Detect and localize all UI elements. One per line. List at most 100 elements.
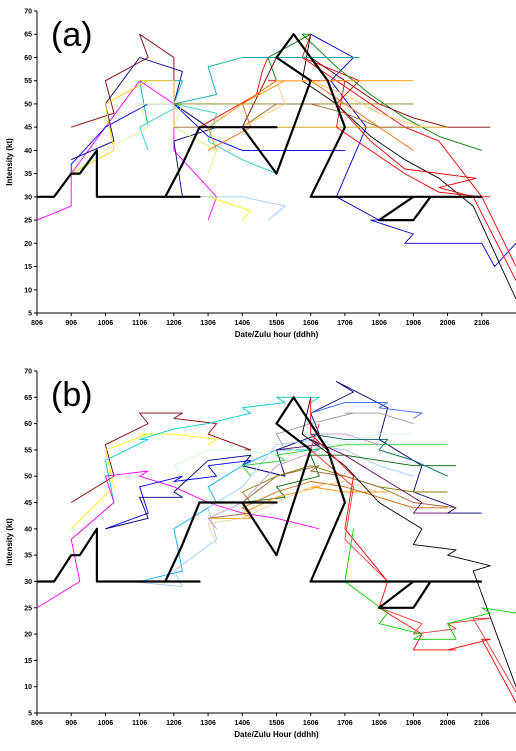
forecast-line-b — [207, 481, 380, 545]
y-tick-label-b: 40 — [24, 526, 32, 533]
x-tick-label-a: 1606 — [303, 320, 319, 327]
forecast-line-b — [310, 402, 423, 419]
panel-label-a: (a) — [51, 16, 93, 54]
x-tick-label-b: 1406 — [234, 720, 250, 727]
forecast-line-b — [36, 470, 320, 609]
x-tick-label-a: 1406 — [234, 320, 250, 327]
x-tick-label-a: 1106 — [132, 320, 147, 327]
y-tick-label-b: 10 — [24, 684, 32, 691]
forecast-line-b — [207, 433, 380, 530]
y-tick-label-b: 60 — [24, 421, 32, 428]
y-tick-label-a: 65 — [24, 32, 32, 39]
x-tick-label-a: 1906 — [406, 320, 422, 327]
y-tick-label-b: 5 — [28, 711, 32, 718]
y-tick-label-a: 45 — [24, 125, 32, 132]
forecast-line-a — [131, 196, 252, 221]
forecast-line-b — [276, 412, 414, 451]
y-tick-label-a: 60 — [24, 55, 32, 62]
forecast-line-b — [344, 528, 516, 640]
x-tick-label-b: 1906 — [406, 720, 422, 727]
y-tick-label-a: 35 — [24, 171, 32, 178]
x-tick-label-a: 2006 — [440, 320, 456, 327]
y-tick-label-b: 15 — [24, 658, 32, 665]
x-tick-label-a: 1006 — [98, 320, 114, 327]
y-axis-label-b: Intensity (kt) — [5, 518, 14, 566]
x-tick-label-b: 2006 — [440, 720, 456, 727]
best-track-line-a — [37, 33, 482, 222]
y-tick-label-b: 35 — [24, 553, 32, 560]
x-tick-label-a: 1806 — [371, 320, 387, 327]
forecast-line-a — [301, 34, 516, 281]
forecast-line-a — [207, 80, 414, 151]
forecast-line-a — [131, 126, 277, 198]
forecast-line-b — [310, 397, 516, 703]
y-tick-label-a: 15 — [24, 264, 32, 271]
x-tick-label-a: 1306 — [200, 320, 216, 327]
x-tick-label-b: 2106 — [474, 720, 490, 727]
y-tick-label-b: 70 — [24, 369, 32, 376]
y-tick-label-a: 30 — [24, 194, 32, 201]
y-tick-label-b: 30 — [24, 579, 32, 586]
x-tick-label-b: 1706 — [337, 720, 353, 727]
forecast-line-b — [131, 438, 414, 588]
x-tick-label-b: 1006 — [98, 720, 114, 727]
forecast-line-b — [105, 381, 482, 530]
x-axis-label-b: Date/Zulu Hour (ddhh) — [234, 730, 319, 739]
forecast-line-b — [70, 396, 320, 540]
y-axis-label-a: Intensity (kt) — [5, 138, 14, 186]
forecast-line-a — [139, 103, 277, 175]
x-axis-label-a: Date/Zulu hour (ddhh) — [235, 330, 319, 339]
forecast-line-a — [267, 80, 491, 198]
x-tick-label-b: 1106 — [132, 720, 147, 727]
y-tick-label-a: 10 — [24, 287, 32, 294]
y-tick-label-a: 20 — [24, 241, 32, 248]
forecast-line-a — [310, 33, 516, 267]
forecast-line-b — [70, 412, 252, 503]
forecast-line-b — [105, 459, 286, 530]
forecast-line-a — [267, 33, 482, 151]
chart-panel-a: (a) Intensity (kt) Date/Zulu hour (ddhh)… — [5, 9, 516, 339]
forecast-line-a — [70, 103, 218, 174]
y-tick-label-a: 70 — [24, 9, 32, 16]
x-tick-label-b: 1806 — [371, 720, 387, 727]
forecast-line-b — [173, 433, 414, 477]
x-tick-label-a: 1506 — [269, 320, 285, 327]
y-tick-label-a: 25 — [24, 218, 32, 225]
forecast-line-b — [310, 433, 448, 477]
y-tick-label-a: 55 — [24, 78, 32, 85]
x-tick-label-b: 906 — [65, 720, 77, 727]
forecast-line-a — [207, 80, 414, 151]
x-tick-label-a: 1706 — [337, 320, 353, 327]
forecast-line-b — [70, 433, 218, 530]
y-tick-label-b: 55 — [24, 447, 32, 454]
forecast-line-a — [301, 34, 516, 300]
best-track-line-b — [37, 396, 482, 609]
y-tick-label-b: 20 — [24, 632, 32, 639]
forecast-line-b — [276, 438, 448, 514]
forecast-line-b — [310, 423, 516, 693]
x-tick-label-a: 906 — [65, 320, 77, 327]
forecast-line-a — [70, 103, 346, 174]
y-tick-label-b: 45 — [24, 500, 32, 507]
x-tick-label-b: 1306 — [200, 720, 216, 727]
y-tick-label-a: 5 — [28, 311, 32, 318]
forecast-line-a — [173, 103, 414, 128]
x-tick-label-b: 1206 — [166, 720, 182, 727]
y-tick-label-b: 65 — [24, 395, 32, 402]
chart-panel-b: (b) Intensity (kt) Date/Zulu Hour (ddhh)… — [5, 369, 516, 739]
y-tick-label-b: 25 — [24, 605, 32, 612]
y-tick-label-b: 50 — [24, 474, 32, 481]
panel-label-b: (b) — [51, 376, 93, 414]
x-tick-label-a: 1206 — [166, 320, 182, 327]
forecast-line-b — [242, 454, 457, 503]
forecast-line-a — [71, 57, 268, 161]
forecast-line-b — [139, 449, 320, 582]
x-tick-label-b: 806 — [31, 720, 43, 727]
forecast-line-b — [241, 465, 448, 503]
y-tick-label-a: 50 — [24, 101, 32, 108]
x-tick-label-b: 1506 — [269, 720, 285, 727]
forecast-line-a — [173, 196, 286, 221]
y-tick-label-a: 40 — [24, 148, 32, 155]
x-tick-label-a: 806 — [31, 320, 43, 327]
